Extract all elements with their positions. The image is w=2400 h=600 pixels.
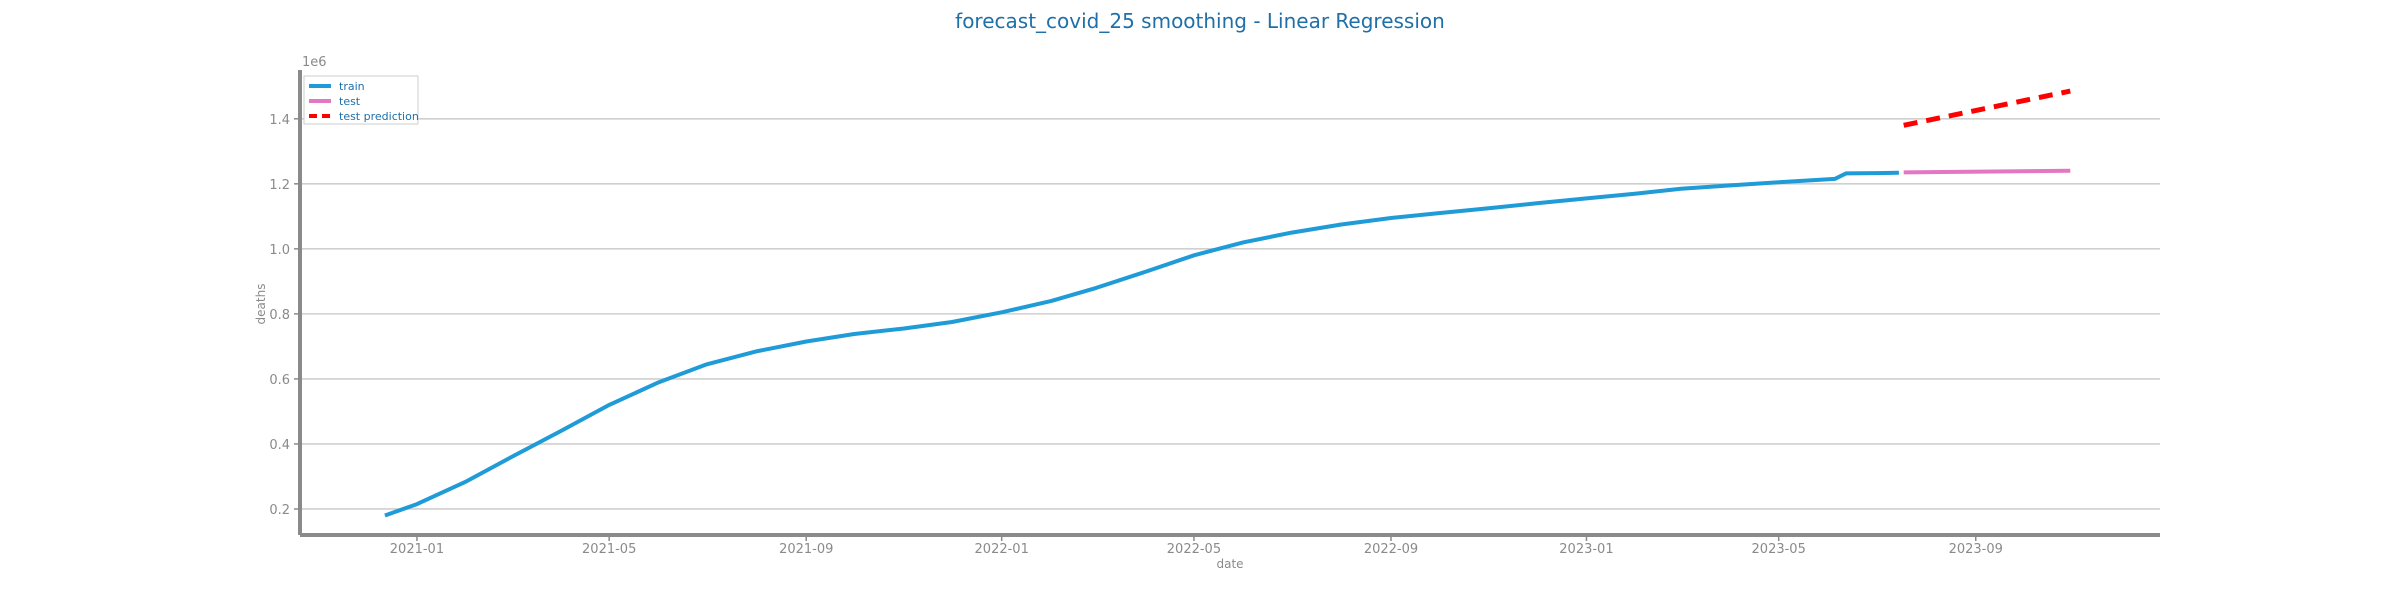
legend-label-test: test (339, 95, 361, 108)
y-tick-label: 0.2 (269, 503, 290, 518)
y-tick-label: 1.2 (269, 178, 290, 193)
y-tick-label: 0.8 (269, 308, 290, 323)
y-offset-label: 1e6 (302, 55, 327, 70)
legend: train test test prediction (303, 75, 419, 125)
x-axis-ticks: 2021-01 2021-05 2021-09 2022-01 2022-05 2022-… (390, 535, 2003, 557)
y-tick-label: 0.4 (269, 438, 290, 453)
series-line-test-prediction (1903, 88, 2071, 128)
gridlines (300, 117, 2160, 510)
series-line-train (384, 170, 1899, 518)
y-axis-label: deaths (254, 284, 268, 325)
legend-label-train: train (339, 80, 365, 93)
x-tick-label: 2022-09 (1364, 542, 1418, 557)
x-tick-label: 2023-01 (1559, 542, 1613, 557)
x-tick-label: 2021-09 (779, 542, 833, 557)
x-axis-label: date (1216, 557, 1243, 571)
y-tick-label: 0.6 (269, 373, 290, 388)
y-tick-label: 1.0 (269, 243, 290, 258)
series-group (384, 88, 2071, 518)
chart-title: forecast_covid_25 smoothing - Linear Reg… (955, 9, 1445, 33)
y-axis-ticks: 0.2 0.4 0.6 0.8 1.0 1.2 1.4 (269, 113, 300, 518)
x-tick-label: 2021-01 (390, 542, 444, 557)
legend-label-test-prediction: test prediction (339, 110, 419, 123)
x-tick-label: 2023-09 (1949, 542, 2003, 557)
series-line-test (1903, 168, 2071, 175)
x-tick-label: 2021-05 (582, 542, 636, 557)
y-tick-label: 1.4 (269, 113, 290, 128)
x-tick-label: 2023-05 (1752, 542, 1806, 557)
x-tick-label: 2022-05 (1167, 542, 1221, 557)
x-tick-label: 2022-01 (975, 542, 1029, 557)
